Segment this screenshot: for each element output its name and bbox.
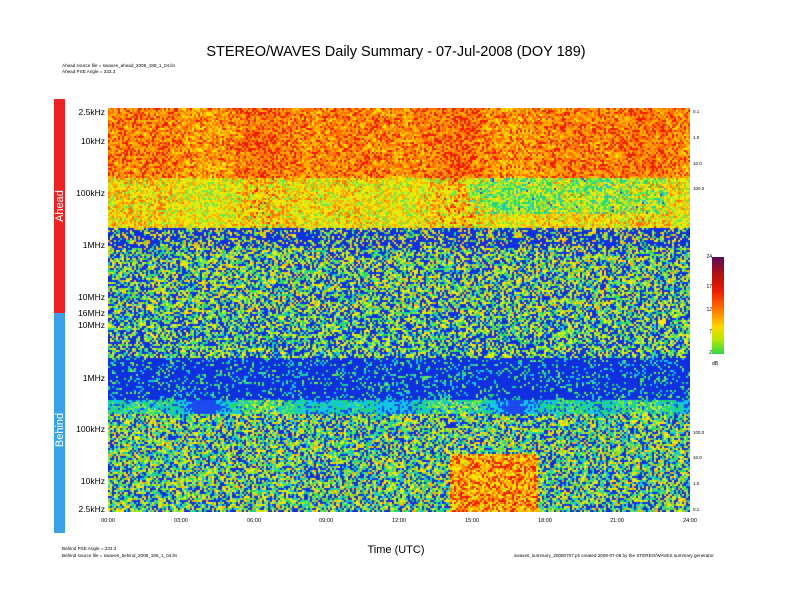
y-tick-label: 100kHz [76,424,105,434]
right-tick-label: 0.1 [693,109,700,114]
y-tick-label: 10MHz [78,292,105,302]
right-tick-label: 10.0 [693,161,702,166]
colorbar-tick: 12 [706,307,712,313]
y-tick-label: 2.5kHz [78,107,105,117]
x-tick-label: 21:00 [610,518,624,524]
y-tick-label: 1MHz [82,373,105,383]
x-tick-label: 09:00 [319,518,333,524]
spectrogram-heatmap [108,108,690,512]
right-tick-label: 10.0 [693,455,702,460]
ahead-source-note: Ahead source file = swaves_ahead_2008_18… [62,63,176,68]
x-axis-label: Time (UTC) [367,544,425,556]
y-tick-label: 10kHz [80,136,105,146]
y-tick-label: 100kHz [76,188,105,198]
x-tick-label: 15:00 [465,518,479,524]
behind-panel-bar [54,313,65,533]
y-tick-label: 10MHz [78,320,105,330]
x-tick-label: 24:00 [683,518,697,524]
right-tick-label: 100.0 [693,186,705,191]
y-tick-label: 10kHz [80,476,105,486]
x-tick-label: 00:00 [101,518,115,524]
colorbar-unit: dB [712,361,719,367]
x-tick-label: 18:00 [538,518,552,524]
x-tick-label: 12:00 [392,518,406,524]
creation-note: swaves_summary_20080707.ps created 2008-… [514,553,714,558]
behind-source-note: Behind source file = swaves_behind_2008_… [62,553,178,558]
right-tick-label: 0.1 [693,507,700,512]
right-tick-label: 100.0 [693,430,705,435]
ahead-panel-bar [54,99,65,313]
colorbar-tick: 24 [706,254,712,260]
right-tick-label: 1.0 [693,135,700,140]
x-tick-label: 03:00 [174,518,188,524]
colorbar-tick: 2 [709,350,712,356]
behind-pse-angle-note: Behind PSE Angle = 333.3 [62,546,117,551]
colorbar-tick: 7 [709,329,712,335]
right-tick-label: 1.0 [693,481,700,486]
chart-title: STEREO/WAVES Daily Summary - 07-Jul-2008… [206,44,586,60]
ahead-pse-angle-note: Ahead PSE Angle = 333.3 [62,69,116,74]
colorbar [712,257,724,354]
y-tick-label: 2.5kHz [78,504,105,514]
colorbar-tick: 17 [706,284,712,290]
y-tick-label: 16MHz [78,308,105,318]
y-tick-label: 1MHz [82,240,105,250]
x-tick-label: 06:00 [247,518,261,524]
